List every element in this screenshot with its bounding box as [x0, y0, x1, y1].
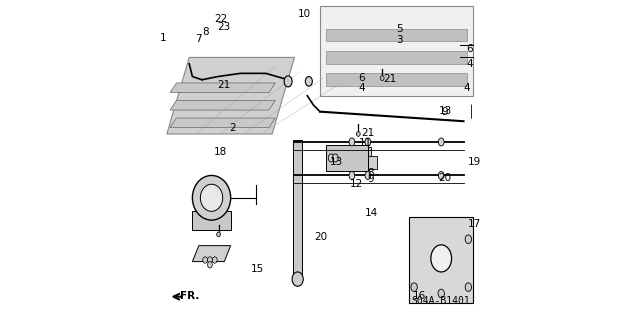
Text: 14: 14	[365, 208, 378, 218]
Polygon shape	[170, 118, 275, 128]
Polygon shape	[167, 57, 294, 134]
Ellipse shape	[212, 257, 217, 263]
Ellipse shape	[438, 138, 444, 146]
Text: 4: 4	[358, 83, 365, 93]
Ellipse shape	[217, 232, 220, 237]
Text: 9: 9	[442, 107, 449, 117]
Text: 13: 13	[330, 157, 344, 167]
Ellipse shape	[411, 283, 417, 292]
Ellipse shape	[349, 171, 355, 179]
Ellipse shape	[465, 283, 472, 292]
Text: 5: 5	[397, 24, 403, 34]
Polygon shape	[193, 211, 230, 230]
Text: 2: 2	[229, 122, 236, 133]
Polygon shape	[410, 217, 473, 303]
Text: 15: 15	[250, 263, 264, 274]
Text: 21: 21	[361, 128, 374, 138]
Text: 1: 1	[160, 33, 167, 43]
Text: 22: 22	[215, 13, 228, 24]
Ellipse shape	[438, 171, 444, 179]
Text: 8: 8	[203, 27, 209, 37]
Text: 9: 9	[367, 174, 374, 184]
Polygon shape	[326, 145, 368, 171]
Text: 4: 4	[463, 83, 470, 93]
Polygon shape	[320, 6, 473, 96]
Text: 8: 8	[367, 168, 374, 178]
Text: 11: 11	[359, 138, 372, 148]
Ellipse shape	[193, 175, 230, 220]
Ellipse shape	[200, 184, 223, 211]
Text: 6: 6	[358, 73, 365, 83]
Text: FR.: FR.	[180, 291, 199, 301]
Polygon shape	[193, 246, 230, 262]
Ellipse shape	[349, 138, 355, 146]
Polygon shape	[346, 156, 378, 169]
Text: 3: 3	[397, 35, 403, 45]
Text: 19: 19	[467, 157, 481, 167]
Ellipse shape	[365, 171, 371, 179]
Polygon shape	[339, 147, 371, 160]
Text: 20: 20	[314, 232, 328, 242]
Polygon shape	[170, 83, 275, 93]
Ellipse shape	[380, 76, 384, 81]
Polygon shape	[326, 29, 467, 41]
Ellipse shape	[365, 138, 371, 146]
Polygon shape	[170, 100, 275, 110]
Text: 21: 21	[218, 80, 230, 91]
Ellipse shape	[203, 257, 207, 263]
Ellipse shape	[356, 131, 360, 137]
Polygon shape	[326, 51, 467, 64]
Text: 18: 18	[214, 147, 227, 158]
Text: 4: 4	[467, 59, 474, 69]
Text: 23: 23	[218, 22, 230, 33]
Ellipse shape	[305, 77, 312, 86]
Text: 21: 21	[383, 74, 396, 84]
Ellipse shape	[438, 289, 444, 298]
Ellipse shape	[328, 154, 334, 162]
Text: 10: 10	[298, 9, 312, 19]
Ellipse shape	[284, 76, 292, 87]
Polygon shape	[293, 140, 303, 281]
Text: 17: 17	[467, 219, 481, 229]
Text: 13: 13	[438, 106, 452, 116]
Ellipse shape	[207, 257, 212, 263]
Ellipse shape	[207, 262, 212, 268]
Ellipse shape	[332, 154, 338, 162]
Text: 12: 12	[349, 179, 363, 189]
Ellipse shape	[465, 235, 472, 244]
Ellipse shape	[431, 245, 452, 272]
Ellipse shape	[292, 272, 303, 286]
Text: 16: 16	[413, 291, 426, 301]
Text: 7: 7	[195, 34, 202, 44]
Polygon shape	[326, 73, 467, 86]
Text: 6: 6	[467, 44, 474, 55]
Text: S04A-B1401: S04A-B1401	[411, 296, 470, 306]
Text: 20: 20	[438, 173, 452, 183]
